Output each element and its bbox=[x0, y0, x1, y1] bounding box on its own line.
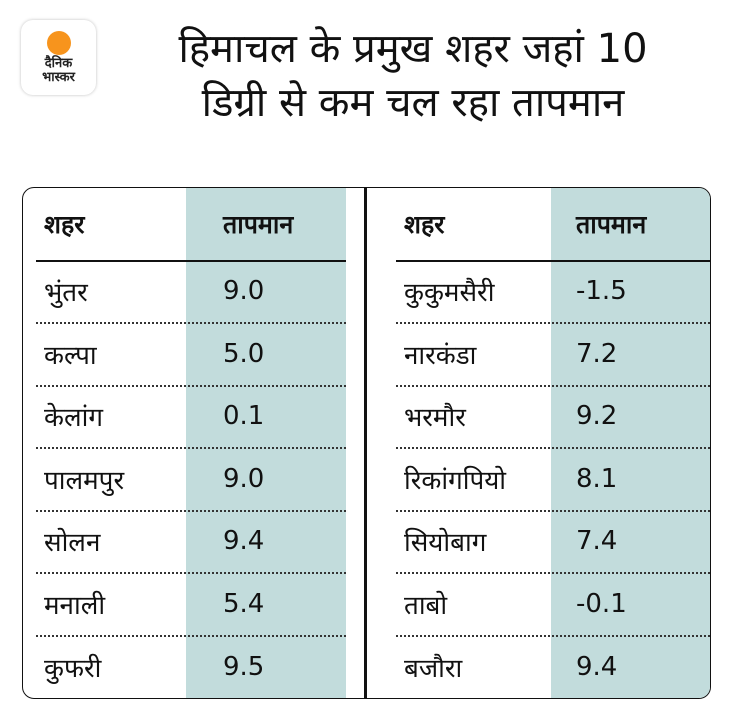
city-cell: कल्पा bbox=[44, 340, 97, 371]
temperature-cell: 7.4 bbox=[576, 526, 618, 557]
table-header-row: शहर तापमान bbox=[36, 188, 346, 262]
temperature-cell: तापमान bbox=[223, 210, 294, 239]
temperature-cell: 9.2 bbox=[576, 401, 618, 432]
city-cell: शहर bbox=[404, 210, 445, 239]
city-cell: कुकुमसैरी bbox=[404, 278, 495, 308]
table-row: सियोबाग 7.4 bbox=[396, 510, 710, 575]
temperature-cell: 0.1 bbox=[223, 401, 265, 432]
table-row: केलांग 0.1 bbox=[36, 385, 346, 450]
city-cell: भरमौर bbox=[404, 403, 466, 434]
table-row: नारकंडा 7.2 bbox=[396, 323, 710, 387]
temperature-cell: 5.0 bbox=[223, 338, 265, 369]
table-row: रिकांगपियो 8.1 bbox=[396, 448, 710, 512]
title-line1: हिमाचल के प्रमुख शहर जहां 10 bbox=[178, 26, 648, 72]
table-row: ताबो -0.1 bbox=[396, 573, 710, 637]
city-cell: भुंतर bbox=[44, 278, 88, 308]
city-cell: मनाली bbox=[44, 591, 106, 621]
dainik-bhaskar-logo: दैनिक भास्कर bbox=[21, 20, 96, 95]
table-row: पालमपुर 9.0 bbox=[36, 448, 346, 512]
temperature-cell: 9.0 bbox=[223, 463, 265, 494]
city-cell: बजौरा bbox=[404, 653, 463, 684]
table-row: सोलन 9.4 bbox=[36, 510, 346, 575]
city-cell: शहर bbox=[44, 210, 85, 239]
table-row: कुफरी 9.5 bbox=[36, 636, 346, 698]
table-row: मनाली 5.4 bbox=[36, 573, 346, 637]
title-line2: डिग्री से कम चल रहा तापमान bbox=[201, 80, 625, 126]
city-cell: पालमपुर bbox=[44, 465, 125, 496]
table-row: कल्पा 5.0 bbox=[36, 323, 346, 387]
temperature-cell: 9.4 bbox=[223, 526, 265, 557]
temperature-table: शहर तापमान भुंतर 9.0 कल्पा 5.0 केलांग 0.1 पालमपु… bbox=[22, 187, 711, 699]
city-cell: सोलन bbox=[44, 528, 101, 559]
table-row: बजौरा 9.4 bbox=[396, 636, 710, 698]
temperature-cell: तापमान bbox=[576, 210, 647, 239]
logo-text-line1: दैनिक bbox=[44, 56, 73, 71]
sun-icon bbox=[46, 31, 71, 55]
temperature-cell: 8.1 bbox=[576, 463, 618, 494]
temperature-cell: 7.2 bbox=[576, 338, 618, 369]
temperature-cell: -0.1 bbox=[576, 589, 627, 619]
table-header-row: शहर तापमान bbox=[396, 188, 710, 262]
table-right-half: शहर तापमान कुकुमसैरी -1.5 नारकंडा 7.2 भरमौर 9.2… bbox=[396, 188, 710, 698]
shaded-temp-column bbox=[186, 188, 346, 698]
city-cell: कुफरी bbox=[44, 653, 102, 684]
temperature-cell: 9.5 bbox=[223, 651, 265, 682]
table-left-half: शहर तापमान भुंतर 9.0 कल्पा 5.0 केलांग 0.1 पालमपु… bbox=[23, 188, 346, 698]
table-divider bbox=[364, 188, 367, 698]
city-cell: ताबो bbox=[404, 591, 448, 621]
city-cell: केलांग bbox=[44, 403, 103, 434]
shaded-temp-column bbox=[551, 188, 710, 698]
table-row: भुंतर 9.0 bbox=[36, 260, 346, 324]
city-cell: रिकांगपियो bbox=[404, 465, 507, 496]
page-title: हिमाचल के प्रमुख शहर जहां 10 डिग्री से क… bbox=[108, 22, 718, 130]
table-row: कुकुमसैरी -1.5 bbox=[396, 260, 710, 324]
temperature-cell: 9.4 bbox=[576, 651, 618, 682]
temperature-cell: -1.5 bbox=[576, 276, 627, 306]
temperature-cell: 9.0 bbox=[223, 276, 265, 306]
city-cell: सियोबाग bbox=[404, 528, 487, 559]
city-cell: नारकंडा bbox=[404, 340, 477, 371]
logo-text-line2: भास्कर bbox=[42, 70, 75, 85]
temperature-cell: 5.4 bbox=[223, 589, 265, 619]
table-row: भरमौर 9.2 bbox=[396, 385, 710, 450]
